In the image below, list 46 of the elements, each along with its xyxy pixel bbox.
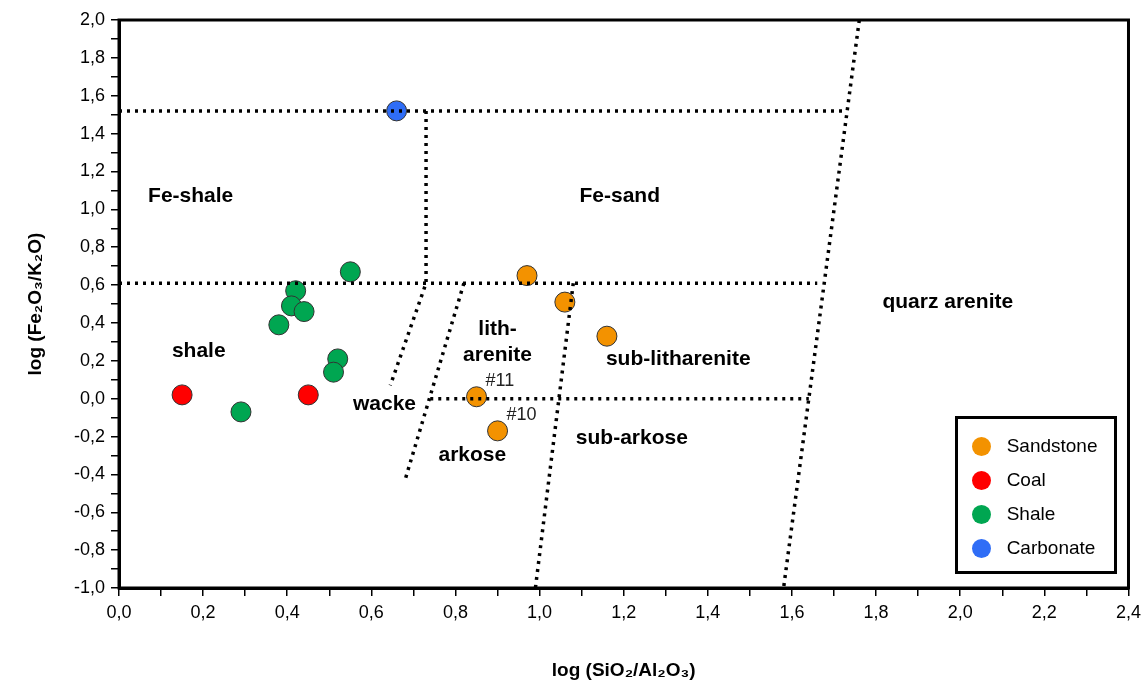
x-tick-label: 2,2 (1031, 601, 1057, 622)
y-tick-label: 1,6 (79, 84, 105, 105)
annotation: lith- arenite (463, 315, 532, 365)
y-tick-label: 1,2 (79, 160, 105, 181)
annotation: Fe-sand (579, 182, 660, 206)
y-tick-label: 0,6 (79, 274, 105, 295)
annotation: wacke (351, 391, 417, 415)
annotation: shale (171, 337, 226, 361)
y-tick-label: 1,8 (79, 46, 105, 67)
annotation: quarz arenite (882, 289, 1014, 313)
legend-label: Carbonate (1006, 537, 1096, 559)
legend-label: Sandstone (1006, 435, 1098, 457)
annotation: #10 (506, 403, 537, 424)
annotation: Fe-shale (148, 182, 234, 206)
annotation: #11 (485, 369, 515, 390)
x-tick-label: 0,4 (274, 601, 300, 622)
y-tick-label: -0,8 (73, 539, 105, 560)
x-tick-label: 1,0 (527, 601, 553, 622)
y-tick-label: 0,8 (79, 236, 105, 257)
y-tick-label: 1,0 (79, 198, 105, 219)
x-tick-label: 0,0 (106, 601, 132, 622)
x-tick-label: 2,0 (947, 601, 973, 622)
x-tick-label: 1,6 (779, 601, 805, 622)
y-tick-label: -0,4 (73, 463, 105, 484)
legend-label: Shale (1006, 503, 1056, 525)
annotation: sub-litharenite (605, 345, 751, 369)
annotation: arkose (438, 442, 507, 466)
y-tick-label: 1,4 (79, 122, 105, 143)
x-tick-label: 1,8 (863, 601, 889, 622)
x-tick-label: 0,6 (358, 601, 384, 622)
y-tick-label: 0,0 (79, 387, 105, 408)
x-tick-label: 1,4 (695, 601, 721, 622)
y-tick-label: 0,4 (79, 311, 105, 332)
y-tick-label: -0,2 (73, 425, 105, 446)
x-tick-label: 2,4 (1115, 601, 1141, 622)
y-tick-label: 0,2 (79, 349, 105, 370)
y-axis-title: log (Fe₂O₃/K₂O) (23, 232, 45, 376)
x-tick-label: 0,8 (442, 601, 469, 622)
x-tick-label: 1,2 (611, 601, 637, 622)
legend-label: Coal (1006, 469, 1046, 491)
y-tick-label: -1,0 (73, 576, 105, 597)
x-tick-label: 0,2 (190, 601, 216, 622)
annotation: sub-arkose (575, 425, 688, 449)
y-tick-label: -0,6 (73, 501, 105, 522)
y-tick-label: 2,0 (79, 8, 105, 29)
x-axis-title: log (SiO₂/Al₂O₃) (551, 658, 696, 680)
